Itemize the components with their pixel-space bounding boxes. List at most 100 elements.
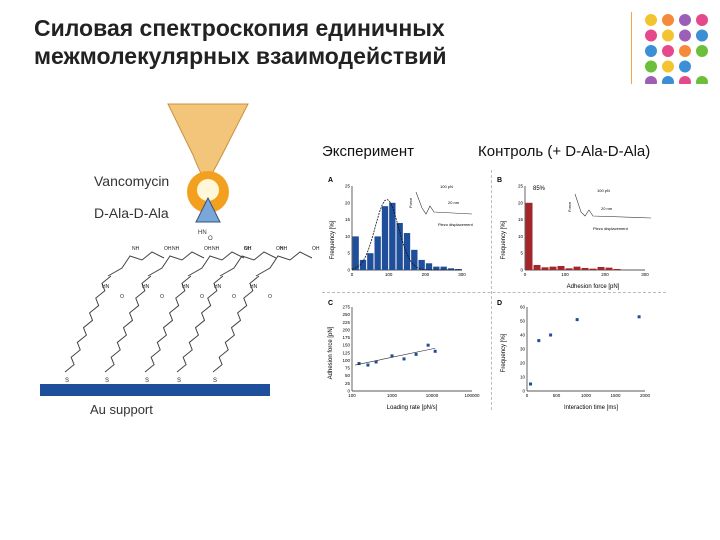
y-tick-label: 50: [345, 373, 351, 378]
peptide-backbone: [255, 251, 313, 277]
amide-hn-label: HN: [250, 284, 258, 290]
panel-a-inset-force: Force: [408, 197, 413, 208]
panel-a-inset-x: Piezo displacement: [438, 222, 474, 227]
alkyl-chain: [104, 275, 152, 373]
histogram-bar: [359, 259, 367, 270]
amide-nh-label: NH: [244, 246, 252, 252]
y-tick-label: 175: [342, 335, 350, 340]
support-label: Au support: [90, 402, 153, 417]
panel-a-inset-scale: 100 pN: [440, 184, 453, 189]
histogram-bar: [381, 206, 389, 270]
histogram-bar: [549, 266, 557, 270]
data-point: [390, 354, 394, 358]
y-tick-label: 25: [518, 184, 524, 189]
histogram-bar: [440, 266, 447, 270]
y-tick-label: 60: [520, 305, 526, 310]
panel-d: D Frequency [%] Interaction time [ms] 0 1…: [497, 300, 651, 411]
hydroxyl-oh-label: OH: [276, 246, 284, 252]
y-tick-label: 75: [345, 366, 351, 371]
x-tick-label: 1000: [581, 393, 592, 398]
x-tick-label: 100: [385, 272, 393, 277]
gold-support: [40, 384, 270, 396]
hydroxyl-oh-label: OH: [164, 246, 172, 252]
y-tick-label: 10: [520, 375, 526, 380]
decor-dot: [645, 60, 657, 73]
panel-c: C Adhesion force [pN] Loading rate [pN/s…: [328, 300, 480, 411]
decor-dot-grid: [645, 14, 708, 84]
panel-a-inset-curve: [415, 191, 473, 215]
x-tick-label: 10000: [426, 393, 439, 398]
histogram-bar: [403, 233, 411, 270]
x-tick-label: 100000: [464, 393, 480, 398]
carbonyl-o-label: O: [200, 294, 204, 300]
amide-nh-label: NH: [172, 246, 180, 252]
y-tick-label: 15: [518, 217, 524, 222]
panel-a-ylabel: Frequency [%]: [330, 220, 336, 259]
y-tick-label: 0: [522, 389, 525, 394]
data-point: [357, 362, 361, 366]
panel-b-inset-x: Piezo displacement: [593, 226, 629, 231]
histogram-bar: [396, 222, 403, 270]
decor-dot: [696, 76, 708, 84]
peptide-backbone: [147, 251, 205, 277]
alkyl-chain: [212, 275, 260, 373]
panel-b-inset-force: Force: [567, 201, 572, 212]
histogram-bar: [411, 249, 418, 270]
y-tick-label: 50: [520, 319, 526, 324]
title-line-1: Силовая спектроскопия единичных: [34, 15, 445, 41]
thiol-s-label: S: [65, 378, 69, 384]
x-tick-label: 0: [351, 272, 354, 277]
data-point: [637, 315, 641, 319]
thiol-s-label: S: [177, 378, 181, 384]
histogram-bar: [557, 265, 565, 270]
slide-title: Силовая спектроскопия единичных межмолек…: [34, 14, 604, 70]
y-tick-label: 0: [347, 268, 350, 273]
control-label: Контроль (+ D-Ala-D-Ala): [478, 143, 651, 160]
x-tick-label: 100: [348, 393, 356, 398]
y-tick-label: 275: [342, 305, 350, 310]
carbonyl-o-label: O: [120, 294, 124, 300]
panel-d-ylabel: Frequency [%]: [501, 333, 507, 372]
panel-b-xlabel: Adhesion force [pN]: [567, 284, 620, 290]
decor-dot: [645, 45, 657, 57]
y-tick-label: 20: [518, 200, 524, 205]
histogram-bar: [425, 263, 433, 270]
data-point: [414, 352, 418, 356]
trend-line: [355, 347, 436, 366]
panel-c-ylabel: Adhesion force [pN]: [328, 326, 334, 379]
y-tick-label: 5: [520, 251, 523, 256]
histogram-bar: [565, 268, 573, 270]
x-tick-label: 200: [422, 272, 430, 277]
x-tick-label: 300: [641, 272, 649, 277]
data-point: [537, 339, 541, 343]
histogram-bar: [589, 268, 597, 270]
histogram-bar: [352, 236, 359, 270]
amide-nh-label: NH: [280, 246, 288, 252]
amide-hn-label: HN: [102, 284, 110, 290]
decor-dot: [679, 76, 691, 84]
data-point: [374, 360, 378, 364]
panel-a: A Frequency [%] 0 5 10 15 20 25 0 100 200 300 For…: [328, 177, 474, 277]
decor-dot: [696, 14, 708, 26]
panel-b-inset-dist: 20 nm: [601, 206, 613, 211]
decor-dot: [696, 45, 708, 57]
x-tick-label: 200: [601, 272, 609, 277]
histogram-bar: [455, 268, 462, 270]
panel-divider-h: [322, 292, 666, 293]
decor-dot: [696, 29, 708, 42]
y-tick-label: 5: [347, 251, 350, 256]
data-point: [426, 343, 430, 347]
thiol-s-label: S: [145, 378, 149, 384]
y-tick-label: 125: [342, 350, 350, 355]
panel-a-letter: A: [328, 177, 333, 184]
panel-b-inset: Force 100 pN 20 nm Piezo displacement: [567, 188, 652, 231]
panel-d-plot: 0 10 20 30 40 50 60 0 500 1000 1500 2000: [520, 305, 651, 399]
gaussian-fit: [351, 199, 462, 271]
panel-b-peak-label: 85%: [533, 186, 546, 192]
peptide-backbone: [219, 251, 277, 277]
title-line-2: межмолекулярных взаимодействий: [34, 43, 447, 69]
histogram-bar: [613, 268, 621, 270]
y-tick-label: 40: [520, 333, 526, 338]
